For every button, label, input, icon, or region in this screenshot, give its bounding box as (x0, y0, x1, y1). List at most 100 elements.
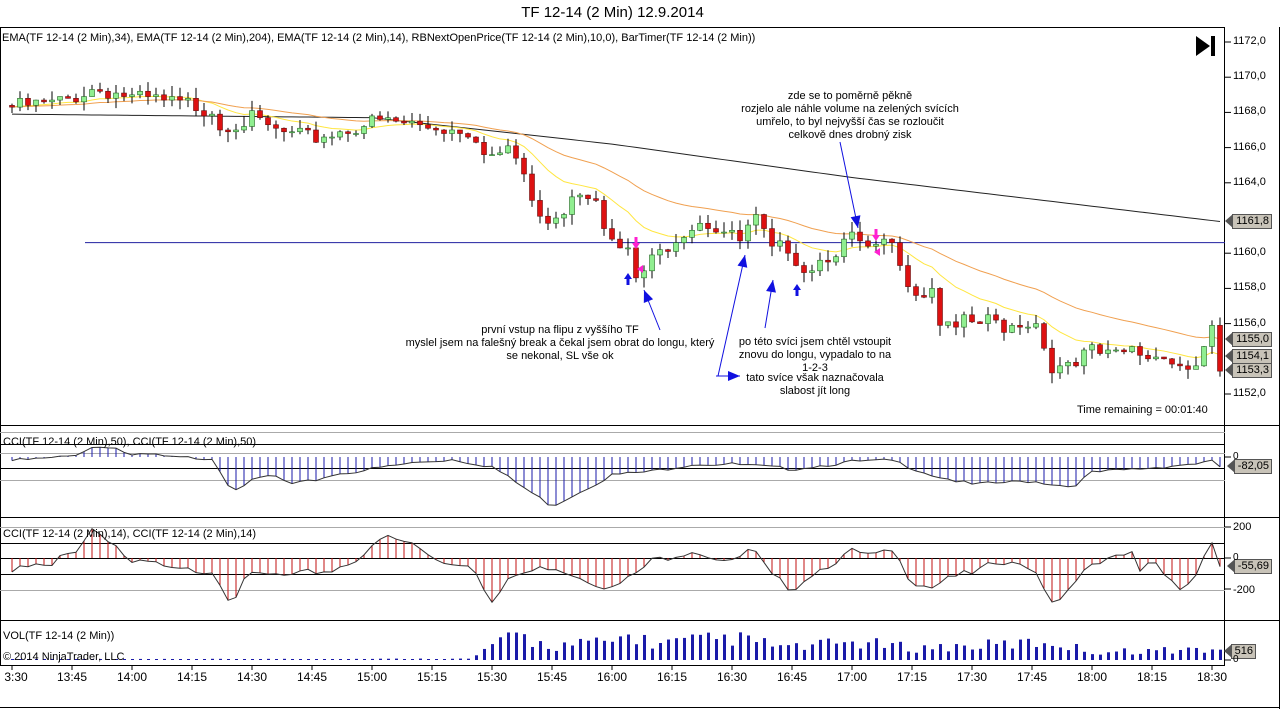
candle-up (385, 117, 391, 120)
candle-down (1121, 349, 1127, 353)
time-axis-label: 15:00 (356, 670, 388, 684)
candle-down (713, 228, 719, 233)
volume-bar (619, 636, 622, 660)
candle-up (337, 131, 343, 138)
volume-bar (1083, 651, 1086, 660)
candle-up (169, 96, 175, 101)
last-price-tag: 1153,3 (1225, 363, 1272, 378)
volume-bar (459, 658, 462, 660)
volume-bar (1211, 649, 1214, 660)
candle-down (281, 127, 287, 133)
volume-bar (323, 659, 326, 660)
candle-up (1193, 365, 1199, 370)
volume-bar (827, 638, 830, 660)
volume-bar (811, 644, 814, 660)
candle-down (897, 242, 903, 266)
volume-bar (659, 643, 662, 660)
volume-bar (491, 644, 494, 660)
exit-marker-icon (632, 237, 640, 249)
ema34-line (11, 99, 1221, 340)
cci14-value-tag: -55,69 (1226, 559, 1272, 574)
volume-bar (851, 641, 854, 660)
candle-up (649, 254, 655, 272)
long-entry-marker-icon (624, 273, 632, 285)
candle-down (617, 238, 623, 249)
cci14-tick-neg200: -200 (1233, 584, 1256, 596)
candle-down (769, 228, 775, 247)
candle-down (801, 265, 807, 273)
candle-up (297, 127, 303, 133)
candle-down (545, 215, 551, 224)
candle-down (273, 124, 279, 129)
price-axis-label: 1158,0 (1233, 281, 1266, 294)
volume-bar (515, 632, 518, 660)
candle-down (1001, 319, 1007, 333)
volume-bar (979, 648, 982, 660)
volume-bar (339, 659, 342, 660)
volume-bar (427, 659, 430, 660)
volume-bar (403, 659, 406, 660)
volume-bar (379, 658, 382, 660)
candle-down (73, 98, 79, 103)
candle-up (569, 196, 575, 215)
volume-bar (955, 644, 958, 660)
volume-bar (1163, 647, 1166, 660)
candle-up (673, 242, 679, 252)
volume-bar (211, 658, 214, 660)
candle-up (137, 90, 143, 96)
volume-bar (763, 638, 766, 660)
price-axis-label: 1166,0 (1233, 140, 1266, 153)
volume-bar (155, 659, 158, 660)
candle-down (9, 105, 15, 108)
candle-up (721, 231, 727, 234)
candle-down (257, 110, 263, 118)
candle-down (529, 173, 535, 201)
candle-down (377, 115, 383, 120)
candle-down (793, 252, 799, 266)
candle-up (577, 194, 583, 198)
volume-bar (835, 643, 838, 660)
volume-bar (1155, 650, 1158, 660)
candle-up (81, 96, 87, 103)
candle-down (921, 295, 927, 298)
time-axis-label: 18:00 (1076, 670, 1108, 684)
volume-bar (1115, 651, 1118, 660)
volume-bar (107, 659, 110, 660)
annotation-arrow-exit-arrowhead-icon (850, 215, 861, 228)
candle-down (601, 200, 607, 229)
candle-up (1081, 349, 1087, 367)
candle-up (489, 154, 495, 156)
volume-bar (547, 648, 550, 660)
volume-bar (931, 649, 934, 660)
candle-up (729, 230, 735, 233)
price-axis-label: 1160,0 (1233, 246, 1266, 259)
volume-bar (331, 659, 334, 660)
candle-up (1009, 325, 1015, 333)
volume-bar (1035, 646, 1038, 660)
candle-down (1145, 354, 1151, 360)
candle-down (1185, 365, 1191, 370)
volume-bar (147, 659, 150, 660)
time-axis-label: 15:30 (476, 670, 508, 684)
time-axis-label: 16:00 (596, 670, 628, 684)
candle-down (121, 92, 127, 97)
candle-down (633, 247, 639, 279)
candle-up (745, 224, 751, 242)
annotation-arrow-weak-line (717, 254, 746, 377)
candle-up (873, 244, 879, 247)
scroll-to-end-icon[interactable] (1196, 36, 1215, 56)
volume-bar (347, 659, 350, 660)
volume-bar (235, 659, 238, 660)
time-axis-label: 14:15 (176, 670, 208, 684)
annotation-arrow-weak-arrowhead-icon (737, 255, 748, 268)
volume-bar (443, 659, 446, 660)
candle-down (1137, 346, 1143, 356)
candle-up (505, 145, 511, 154)
candle-up (153, 94, 159, 97)
volume-bar (1107, 652, 1110, 660)
candle-down (417, 120, 423, 126)
ema204-price-tag: 1161,8 (1225, 214, 1272, 229)
volume-bar (483, 648, 486, 660)
volume-bar (563, 642, 566, 660)
